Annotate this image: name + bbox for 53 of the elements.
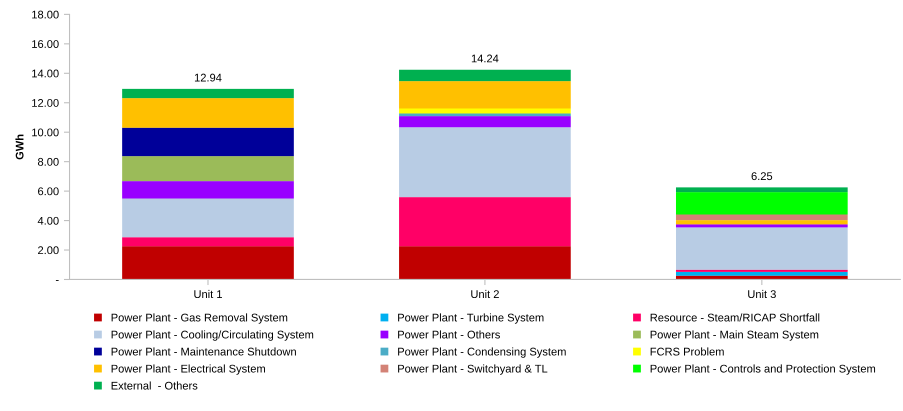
legend-label: Power Plant - Others [398,330,500,339]
bar [399,246,571,280]
bar [122,98,294,128]
bar [399,127,571,198]
bar [122,181,294,198]
bar [399,81,571,108]
bar [122,88,294,98]
y-axis-title: GWh [15,134,24,160]
x-tick-label: Unit 1 [194,290,222,298]
bar [676,220,848,224]
bar [399,114,571,116]
legend-label: Power Plant - Condensing System [398,347,566,358]
legend-label: Power Plant - Controls and Protection System [650,364,876,375]
bar [676,227,848,270]
legend-label: External - Others [112,381,198,390]
y-tick-label: 18.00 [32,10,59,19]
bar [122,246,294,280]
y-tick-label: - [56,280,59,281]
legend-label: Power Plant - Gas Removal System [112,313,288,324]
y-tick-label: 16.00 [32,40,59,48]
legend-label: Power Plant - Electrical System [112,364,265,375]
bar [122,156,294,182]
total-label: 12.94 [194,74,222,82]
bar [676,272,848,276]
bar [676,192,848,215]
legend-label: Power Plant - Turbine System [398,313,544,324]
bar [399,108,571,114]
bar [676,214,848,220]
x-tick-label: Unit 3 [748,290,776,298]
y-tick-label: 6.00 [38,187,59,196]
y-tick-label: 8.00 [38,158,59,166]
y-tick-label: 12.00 [32,99,59,107]
y-tick-label: 14.00 [32,70,59,78]
y-tick-label: 4.00 [38,216,59,225]
bar [399,116,571,128]
y-tick-label: 2.00 [38,246,59,254]
y-tick-label: 10.00 [32,128,59,136]
legend-label: FCRS Problem [650,347,724,356]
bar [399,70,571,82]
bar [122,198,294,238]
legend-label: Power Plant - Main Steam System [650,330,818,341]
x-tick-label: Unit 2 [471,290,499,298]
legend-label: Resource - Steam/RICAP Shortfall [650,313,820,322]
total-label: 14.24 [472,54,498,62]
bar [676,187,848,192]
legend-label: Power Plant - Cooling/Circulating System [112,330,314,341]
bar [399,197,571,246]
bar [122,237,294,246]
legend-label: Power Plant - Switchyard & TL [398,364,548,375]
bar [122,128,294,156]
total-label: 6.25 [752,172,772,180]
bar [676,224,848,228]
legend-label: Power Plant - Maintenance Shutdown [112,347,296,356]
